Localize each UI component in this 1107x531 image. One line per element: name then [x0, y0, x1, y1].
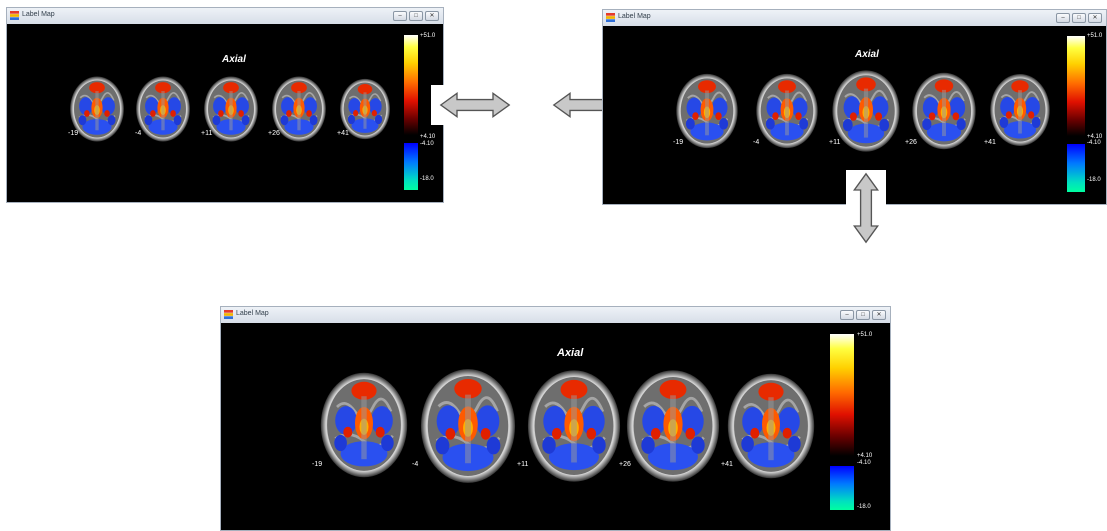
- vertical-double-arrow-icon: [851, 172, 881, 244]
- view-orientation-label: Axial: [855, 49, 879, 60]
- window-title: Label Map: [22, 11, 55, 18]
- scale-min-negative-label: -18.0: [857, 504, 871, 510]
- scale-max-positive-label: +51.0: [420, 33, 435, 39]
- slice-position-label: -19: [68, 130, 78, 137]
- title-bar[interactable]: Label Map – □ ✕: [7, 8, 443, 25]
- label-map-app-icon: [224, 310, 233, 319]
- scale-min-negative-label: -18.0: [420, 176, 434, 182]
- maximize-button[interactable]: □: [409, 11, 423, 21]
- label-map-app-icon: [10, 11, 19, 20]
- viewer-canvas[interactable]: Axial -19 -4 +11 +26 +41 +51.0 +4.10 -4.…: [7, 24, 443, 202]
- slice-position-label: +26: [905, 139, 917, 146]
- label-map-window-top-left: Label Map – □ ✕ Axial -19 -4 +11 +26 +41…: [6, 7, 444, 203]
- axial-slice-image[interactable]: [831, 68, 901, 154]
- scale-max-negative-label: -4.10: [1087, 140, 1101, 146]
- scale-max-positive-label: +51.0: [1087, 33, 1102, 39]
- maximize-button[interactable]: □: [1072, 13, 1086, 23]
- title-bar[interactable]: Label Map – □ ✕: [221, 307, 890, 324]
- view-orientation-label: Axial: [222, 54, 246, 65]
- axial-slice-image[interactable]: [755, 68, 819, 154]
- slice-position-label: +11: [829, 139, 840, 146]
- axial-slice-image[interactable]: [911, 68, 977, 154]
- axial-slice-image[interactable]: [675, 68, 739, 154]
- scale-min-positive-label: +4.10: [857, 453, 872, 459]
- minimize-button[interactable]: –: [1056, 13, 1070, 23]
- slice-position-label: +41: [984, 139, 996, 146]
- close-button[interactable]: ✕: [425, 11, 439, 21]
- view-orientation-label: Axial: [557, 347, 583, 359]
- close-button[interactable]: ✕: [872, 310, 886, 320]
- horizontal-double-arrow: [431, 85, 513, 125]
- axial-slice-image[interactable]: [625, 367, 721, 485]
- vertical-double-arrow: [846, 170, 886, 246]
- slice-position-label: -4: [753, 139, 759, 146]
- close-button[interactable]: ✕: [1088, 13, 1102, 23]
- maximize-button[interactable]: □: [856, 310, 870, 320]
- axial-slice-image[interactable]: [989, 70, 1051, 150]
- horizontal-double-arrow-icon: [439, 90, 511, 120]
- scale-min-negative-label: -18.0: [1087, 177, 1101, 183]
- scale-max-positive-label: +51.0: [857, 332, 872, 338]
- slice-position-label: +11: [517, 461, 528, 468]
- scale-max-negative-label: -4.10: [857, 460, 871, 466]
- slice-position-label: -4: [412, 461, 418, 468]
- scale-max-negative-label: -4.10: [420, 141, 434, 147]
- slice-position-label: +41: [721, 461, 733, 468]
- slice-position-label: +11: [201, 130, 212, 137]
- title-bar[interactable]: Label Map – □ ✕: [603, 10, 1106, 27]
- slice-position-label: +41: [337, 130, 349, 137]
- color-scale-bar: [830, 334, 854, 510]
- window-title: Label Map: [618, 13, 651, 20]
- color-scale-bar: [404, 35, 418, 190]
- minimize-button[interactable]: –: [840, 310, 854, 320]
- axial-slice-image[interactable]: [526, 365, 622, 487]
- window-title: Label Map: [236, 310, 269, 317]
- axial-slice-image[interactable]: [319, 367, 409, 483]
- label-map-app-icon: [606, 13, 615, 22]
- scale-min-positive-label: +4.10: [420, 134, 435, 140]
- slice-position-label: -19: [673, 139, 683, 146]
- color-scale-bar: [1067, 36, 1085, 196]
- axial-slice-image[interactable]: [419, 367, 517, 485]
- axial-slice-image[interactable]: [135, 71, 191, 147]
- axial-slice-image[interactable]: [726, 369, 816, 483]
- slice-position-label: -4: [135, 130, 141, 137]
- viewer-canvas[interactable]: Axial -19 -4 +11 +26 +41 +51.0 +4.10 -4.…: [221, 323, 890, 530]
- minimize-button[interactable]: –: [393, 11, 407, 21]
- slice-position-label: +26: [268, 130, 280, 137]
- slice-position-label: +26: [619, 461, 631, 468]
- label-map-window-bottom: Label Map – □ ✕ Axial -19 -4 +11 +26 +41…: [220, 306, 891, 531]
- slice-position-label: -19: [312, 461, 322, 468]
